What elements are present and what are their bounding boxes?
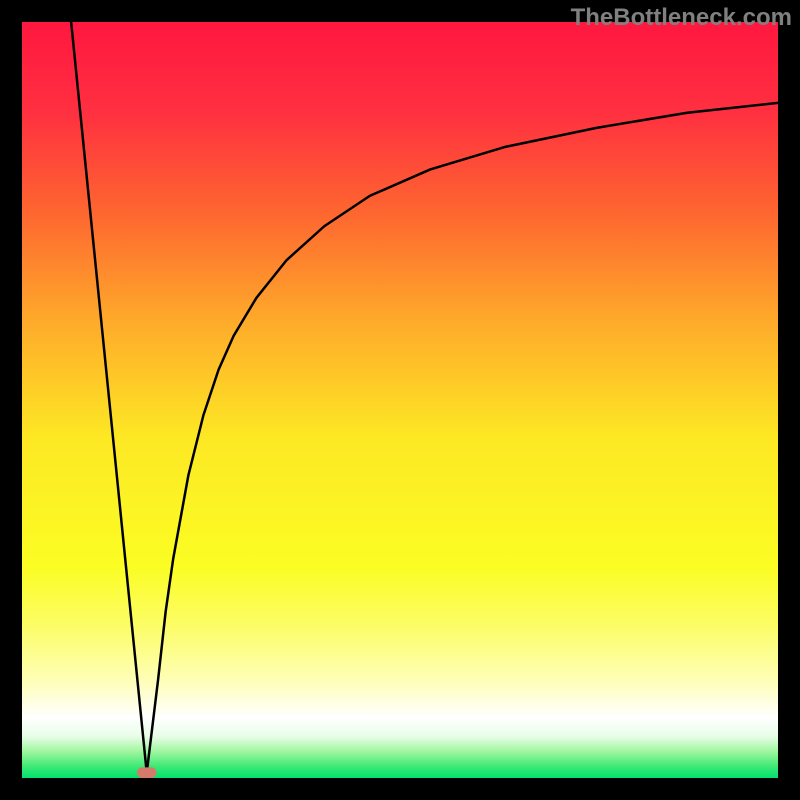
minimum-marker bbox=[137, 767, 157, 778]
watermark-text: TheBottleneck.com bbox=[571, 4, 792, 32]
chart-container: TheBottleneck.com bbox=[0, 0, 800, 800]
plot-area bbox=[22, 22, 778, 778]
plot-svg bbox=[22, 22, 778, 778]
